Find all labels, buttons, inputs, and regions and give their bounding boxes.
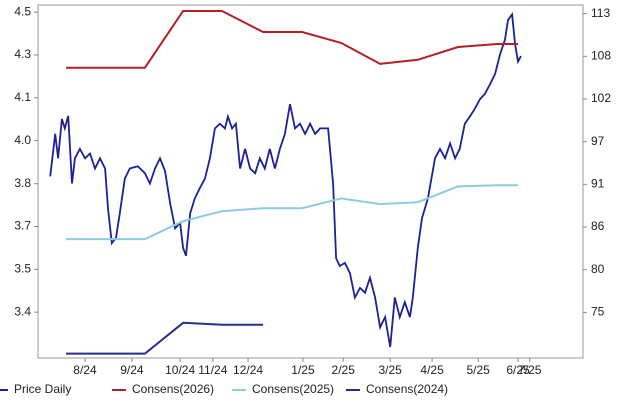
- x-tick-label: 8/24: [73, 363, 97, 377]
- x-tick-label: 2/25: [332, 363, 356, 377]
- series-line: [66, 10, 518, 69]
- x-tick-label: 4/25: [420, 363, 444, 377]
- y-tick-label: 3.7: [14, 219, 31, 233]
- series-line: [66, 321, 264, 355]
- plot-area: [37, 4, 584, 359]
- y2-tick-label: 108: [591, 49, 611, 63]
- x-tick-label: 7/25: [518, 363, 542, 377]
- y-tick-label: 4.1: [14, 90, 31, 104]
- series-line: [66, 184, 518, 241]
- x-tick-label: 10/24: [165, 363, 195, 377]
- y-tick-label: 3.5: [14, 262, 31, 276]
- legend-label: Consens(2026): [132, 382, 214, 396]
- x-tick-label: 1/25: [291, 363, 315, 377]
- y2-tick-label: 97: [591, 134, 605, 148]
- y2-tick-label: 113: [591, 6, 610, 20]
- x-tick-label: 11/24: [198, 363, 227, 377]
- y-tick-label: 3.8: [14, 176, 31, 190]
- series-line: [49, 12, 522, 348]
- y-tick-label: 4.5: [14, 4, 31, 18]
- legend-label: Price Daily: [14, 382, 71, 396]
- x-tick-label: 5/25: [467, 363, 491, 377]
- y2-tick-label: 86: [591, 219, 605, 233]
- x-tick-label: 6/25: [506, 363, 530, 377]
- x-tick-label: 12/24: [233, 363, 263, 377]
- legend-label: Consens(2025): [252, 382, 334, 396]
- x-tick-label: 3/25: [378, 363, 402, 377]
- y2-tick-label: 91: [591, 177, 605, 191]
- y-tick-label: 3.4: [14, 304, 31, 318]
- y2-tick-label: 102: [591, 91, 611, 105]
- x-tick-label: 9/24: [120, 363, 144, 377]
- y-tick-label: 4.3: [14, 47, 31, 61]
- y-tick-label: 4.0: [14, 133, 31, 147]
- legend-label: Consens(2024): [366, 382, 448, 396]
- y2-tick-label: 80: [591, 262, 605, 276]
- y2-tick-label: 75: [591, 305, 605, 319]
